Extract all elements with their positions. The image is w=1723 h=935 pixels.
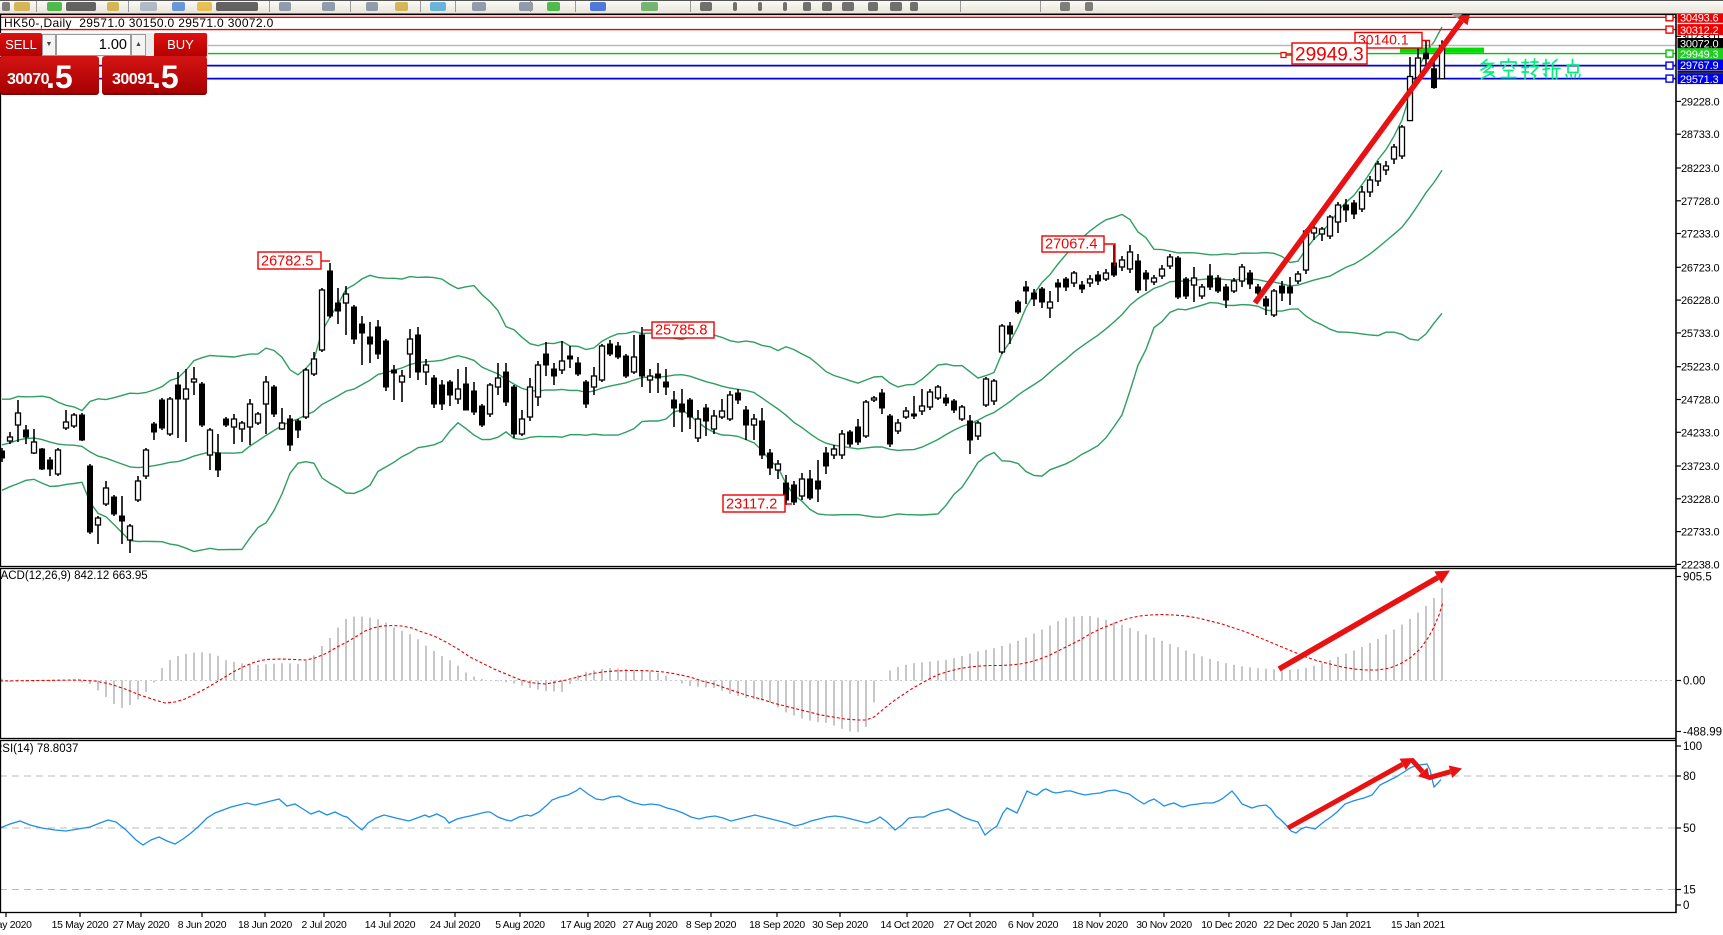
svg-text:22733.0: 22733.0 [1681, 527, 1719, 539]
svg-text:30 Sep 2020: 30 Sep 2020 [812, 920, 868, 931]
svg-text:29949.3: 29949.3 [1680, 49, 1718, 61]
svg-text:30072.0: 30072.0 [1680, 39, 1718, 51]
svg-text:15 May 2020: 15 May 2020 [52, 920, 109, 931]
svg-text:22238.0: 22238.0 [1681, 559, 1719, 571]
svg-text:30493.6: 30493.6 [1680, 13, 1718, 25]
svg-text:50: 50 [1683, 823, 1696, 835]
svg-text:23228.0: 23228.0 [1681, 494, 1719, 506]
svg-text:18 Sep 2020: 18 Sep 2020 [749, 920, 805, 931]
svg-text:15: 15 [1683, 885, 1696, 897]
svg-text:8 Sep 2020: 8 Sep 2020 [686, 920, 737, 931]
svg-text:0.00: 0.00 [1683, 676, 1705, 688]
svg-text:23117.2: 23117.2 [726, 497, 777, 513]
svg-text:27 May 2020: 27 May 2020 [113, 920, 170, 931]
svg-text:28733.0: 28733.0 [1681, 129, 1719, 141]
svg-text:15 Jan 2021: 15 Jan 2021 [1391, 920, 1445, 931]
svg-text:100: 100 [1683, 741, 1702, 753]
svg-text:25785.8: 25785.8 [655, 323, 707, 339]
svg-text:30140.1: 30140.1 [1358, 32, 1409, 48]
svg-text:28223.0: 28223.0 [1681, 163, 1719, 175]
svg-text:27728.0: 27728.0 [1681, 196, 1719, 208]
svg-text:29571.3: 29571.3 [1680, 74, 1718, 86]
svg-text:18 Jun 2020: 18 Jun 2020 [238, 920, 292, 931]
svg-text:6 May 2020: 6 May 2020 [0, 920, 32, 931]
svg-text:25223.0: 25223.0 [1681, 362, 1719, 374]
svg-text:5 Jan 2021: 5 Jan 2021 [1323, 920, 1372, 931]
svg-text:18 Nov 2020: 18 Nov 2020 [1072, 920, 1128, 931]
svg-text:2 Jul 2020: 2 Jul 2020 [302, 920, 347, 931]
svg-text:25733.0: 25733.0 [1681, 328, 1719, 340]
svg-text:24 Jul 2020: 24 Jul 2020 [430, 920, 481, 931]
svg-text:24233.0: 24233.0 [1681, 427, 1719, 439]
svg-text:6 Nov 2020: 6 Nov 2020 [1008, 920, 1059, 931]
svg-text:30 Nov 2020: 30 Nov 2020 [1136, 920, 1192, 931]
svg-text:26723.0: 26723.0 [1681, 262, 1719, 274]
svg-text:905.5: 905.5 [1683, 572, 1712, 584]
svg-text:0: 0 [1683, 900, 1689, 912]
svg-text:27 Oct 2020: 27 Oct 2020 [943, 920, 997, 931]
svg-text:RSI(14) 78.8037: RSI(14) 78.8037 [0, 743, 78, 755]
svg-text:80: 80 [1683, 771, 1696, 783]
svg-text:23723.0: 23723.0 [1681, 461, 1719, 473]
svg-text:22 Dec 2020: 22 Dec 2020 [1263, 920, 1319, 931]
svg-text:MACD(12,26,9) 842.12 663.95: MACD(12,26,9) 842.12 663.95 [0, 570, 148, 582]
svg-text:17 Aug 2020: 17 Aug 2020 [560, 920, 616, 931]
svg-text:14 Oct 2020: 14 Oct 2020 [880, 920, 934, 931]
svg-text:29228.0: 29228.0 [1681, 96, 1719, 108]
svg-text:30312.2: 30312.2 [1680, 25, 1718, 37]
svg-text:-488.99: -488.99 [1683, 727, 1722, 739]
svg-text:26782.5: 26782.5 [261, 254, 313, 270]
svg-text:27 Aug 2020: 27 Aug 2020 [622, 920, 678, 931]
svg-text:27233.0: 27233.0 [1681, 229, 1719, 241]
svg-text:29767.9: 29767.9 [1680, 60, 1718, 72]
svg-text:24728.0: 24728.0 [1681, 395, 1719, 407]
svg-text:29949.3: 29949.3 [1295, 45, 1364, 66]
svg-text:10 Dec 2020: 10 Dec 2020 [1201, 920, 1257, 931]
svg-text:14 Jul 2020: 14 Jul 2020 [365, 920, 416, 931]
svg-text:5 Aug 2020: 5 Aug 2020 [495, 920, 545, 931]
svg-text:27067.4: 27067.4 [1045, 237, 1097, 253]
svg-text:8 Jun 2020: 8 Jun 2020 [178, 920, 227, 931]
svg-text:26228.0: 26228.0 [1681, 295, 1719, 307]
